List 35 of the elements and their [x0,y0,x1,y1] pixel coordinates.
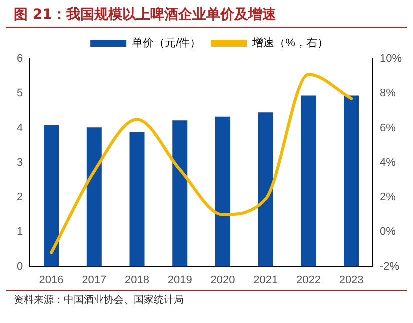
chart-title: 图 21：我国规模以上啤酒企业单价及增速 [6,0,407,28]
bar [130,132,145,267]
y-tick-label: 6 [16,53,24,66]
bar [172,120,188,267]
legend-label: 增速（%，右） [252,36,328,50]
line-series [50,73,354,254]
bar [86,128,102,267]
bar [44,125,60,267]
y-tick-label: 2 [16,192,24,204]
bar [301,96,316,267]
bar [344,96,360,267]
x-tick-label: 2018 [125,274,150,286]
y2-tick-label: 0% [380,226,396,238]
x-tick-label: 2016 [39,274,64,286]
y-tick-label: 1 [16,226,24,238]
y-tick-label: 3 [16,156,24,169]
x-tick-label: 2019 [168,274,192,286]
y2-tick-label: -2% [380,260,400,273]
y2-tick-label: 10% [380,53,402,66]
y2-tick-label: 8% [380,88,396,100]
y2-tick-label: 2% [380,192,396,204]
y-tick-label: 5 [16,88,24,100]
x-tick-label: 2023 [339,274,364,286]
x-tick-label: 2020 [210,274,236,286]
bar [258,112,274,267]
y-tick-label: 0 [16,260,24,273]
text: 资料来源：中国酒业协会、国家统计局 [6,290,407,309]
bar [215,116,230,267]
x-tick-label: 2021 [254,274,278,286]
x-tick-label: 2022 [296,274,321,286]
y2-tick-label: 6% [380,122,396,134]
x-tick-label: 2017 [82,274,107,286]
y2-tick-label: 4% [380,156,396,169]
legend-label: 单价（元/件） [132,36,202,50]
y-tick-label: 4 [16,122,24,134]
